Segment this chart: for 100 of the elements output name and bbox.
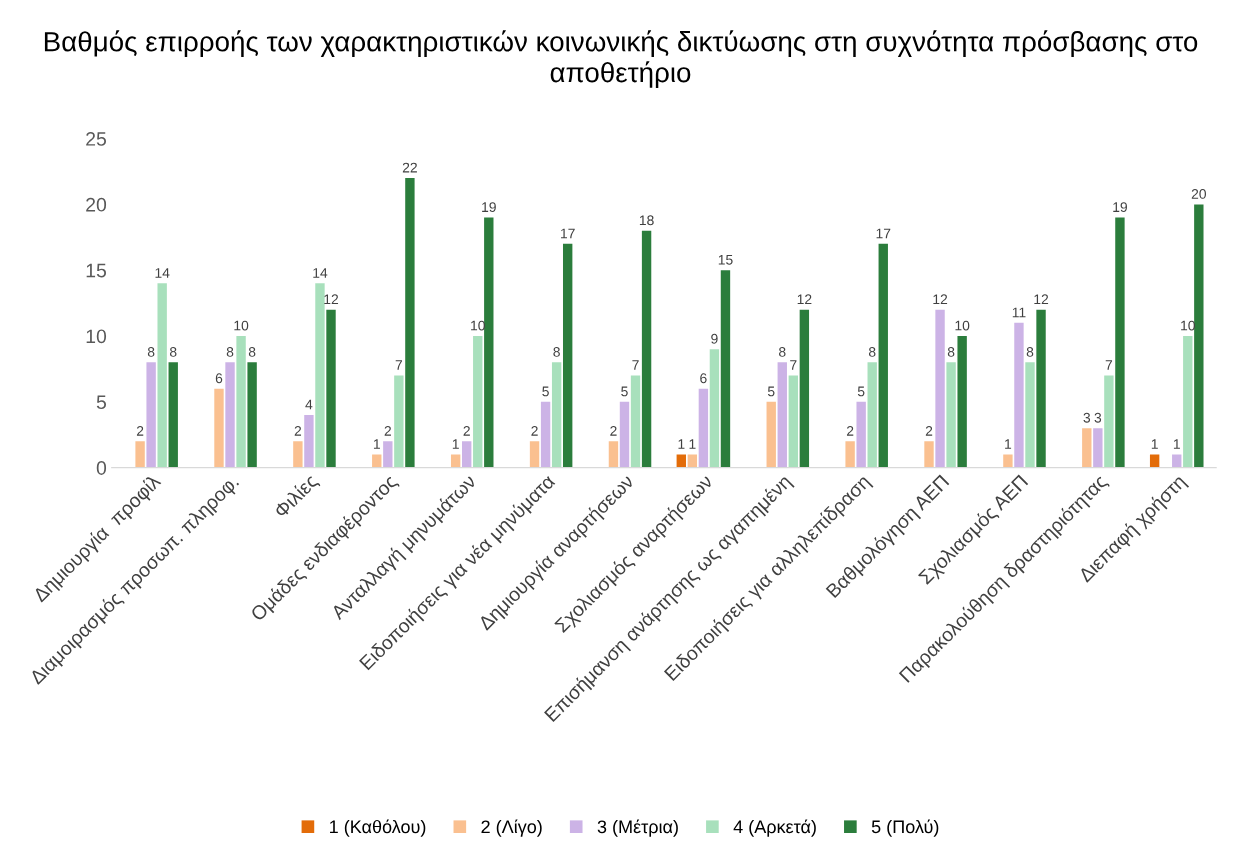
bar [540, 401, 551, 468]
y-tick-label: 25 [86, 132, 107, 146]
data-label: 10 [955, 320, 970, 331]
bar [641, 230, 652, 468]
bar [867, 362, 877, 468]
data-label: 5 [542, 386, 549, 397]
bar [383, 441, 393, 468]
data-label: 14 [313, 268, 328, 278]
bar [799, 309, 810, 468]
bar [157, 283, 167, 468]
bar [146, 362, 156, 468]
bar [450, 454, 461, 468]
data-label: 12 [797, 294, 812, 305]
data-label: 6 [215, 373, 223, 384]
data-label: 2 [384, 425, 391, 436]
bar [946, 362, 956, 468]
data-label: 2 [846, 425, 854, 436]
data-label: 5 [767, 386, 775, 397]
bar [766, 401, 776, 468]
bar [293, 441, 303, 468]
bar [619, 401, 630, 468]
bar [957, 336, 967, 468]
bar [1172, 454, 1182, 468]
data-label: 1 [452, 439, 459, 449]
bar [608, 441, 619, 468]
data-label: 11 [1012, 307, 1026, 318]
bar [247, 362, 257, 468]
y-tick-label: 20 [86, 197, 107, 212]
bar [304, 414, 314, 468]
bar [788, 375, 799, 468]
bar [484, 217, 494, 468]
bar [698, 388, 709, 468]
bar [394, 375, 404, 468]
bar [529, 441, 540, 468]
legend-label: 1 (Καθόλου) [330, 819, 426, 837]
bar [687, 454, 698, 468]
chart-title: Βαθμός επιρροής των χαρακτηριστικών κοινωνικής δικτύωσης στη συχνότητα πρόσβασης στο αποθετήριο [44, 30, 1198, 88]
data-label: 5 [857, 386, 865, 397]
bar [720, 270, 731, 468]
data-label: 5 [621, 386, 628, 397]
legend-label: 5 (Πολύ) [871, 819, 939, 837]
data-label: 17 [876, 228, 891, 239]
bar [168, 362, 178, 468]
data-label: 1 [1005, 439, 1012, 449]
bar [1093, 428, 1103, 468]
bar [1014, 322, 1024, 468]
bar [709, 349, 720, 468]
data-label: 1 [678, 439, 685, 449]
data-label: 8 [147, 346, 155, 357]
bar [1082, 428, 1092, 468]
y-tick-label: 5 [96, 395, 107, 410]
data-label: 1 [1151, 439, 1158, 449]
data-label: 19 [482, 202, 496, 213]
bar [551, 362, 562, 468]
data-label: 1 [689, 439, 696, 449]
data-label: 3 [1083, 412, 1091, 423]
data-label: 1 [1173, 439, 1180, 449]
bar [1025, 362, 1035, 468]
data-label: 18 [639, 215, 654, 226]
legend-label: 3 (Μέτρια) [597, 819, 678, 837]
data-label: 3 [1094, 412, 1102, 423]
data-label: 8 [553, 346, 560, 357]
data-label: 9 [711, 333, 718, 344]
data-label: 2 [294, 425, 302, 436]
data-label: 7 [790, 360, 797, 370]
data-label: 7 [395, 360, 403, 370]
data-label: 12 [1034, 294, 1049, 305]
bar [924, 441, 934, 468]
data-label: 2 [136, 425, 144, 436]
data-label: 8 [947, 346, 955, 357]
bar [777, 362, 787, 468]
data-label: 20 [1191, 189, 1207, 199]
data-label: 17 [561, 228, 575, 239]
data-label: 22 [402, 162, 417, 173]
bar [878, 243, 888, 468]
data-label: 8 [169, 346, 177, 357]
data-label: 15 [718, 254, 733, 265]
data-label: 8 [1026, 346, 1034, 357]
legend-label: 4 (Αρκετά) [733, 819, 816, 837]
data-label: 2 [610, 425, 617, 436]
data-label: 12 [324, 294, 339, 305]
data-label: 8 [226, 346, 234, 357]
bar [326, 309, 336, 468]
data-label: 14 [155, 268, 170, 278]
legend-label: 2 (Λίγο) [481, 819, 542, 837]
y-tick-label: 10 [86, 329, 107, 344]
data-label: 8 [779, 346, 786, 357]
bar [135, 441, 145, 468]
bar [405, 178, 415, 468]
bar [1036, 309, 1046, 468]
bar [1194, 204, 1204, 468]
data-label: 7 [1105, 360, 1113, 370]
bar [473, 336, 483, 468]
bar [1003, 454, 1013, 468]
bar [225, 362, 235, 468]
data-label: 6 [700, 373, 707, 384]
bar [845, 441, 855, 468]
bar [935, 309, 945, 468]
bar [1149, 454, 1160, 468]
data-label: 4 [305, 399, 313, 410]
